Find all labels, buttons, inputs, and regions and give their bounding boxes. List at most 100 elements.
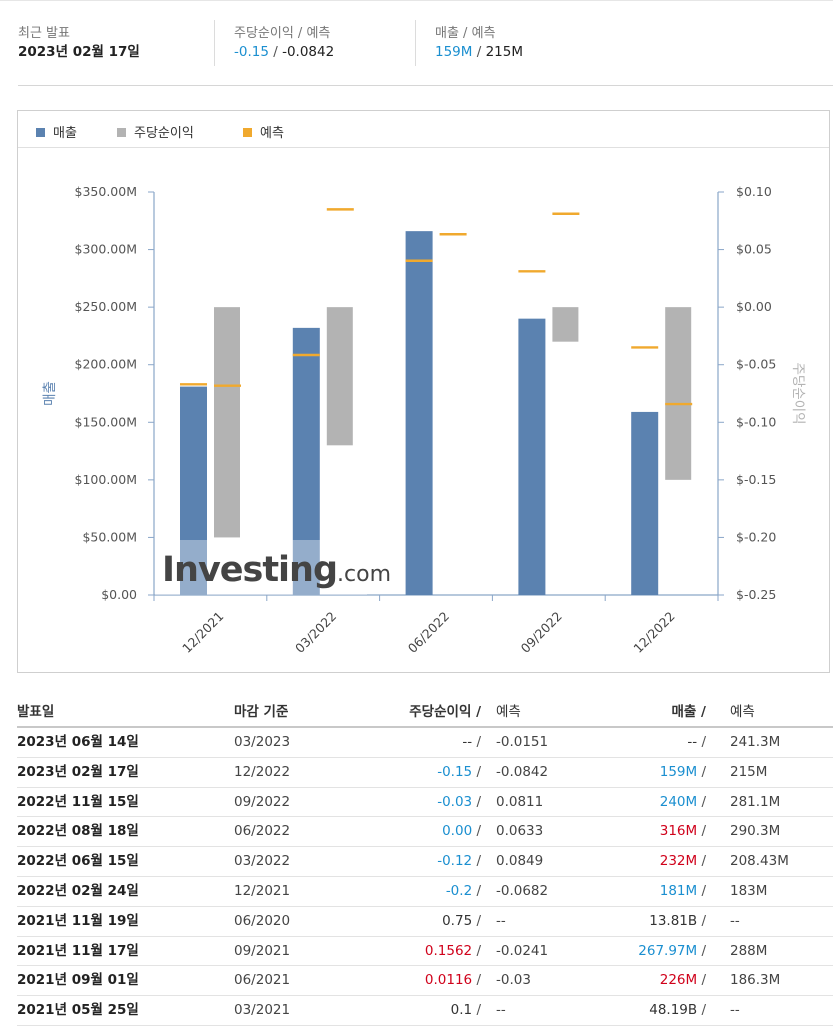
cell-period-value: 09/2021 (234, 942, 291, 959)
cell-period: 03/2021 (234, 996, 290, 1024)
cell-release-date-value: 2021년 11월 19일 (17, 912, 139, 929)
cell-release-date-value: 2023년 02월 17일 (17, 763, 139, 780)
header-eps-forecast[interactable]: 예측 (496, 704, 521, 720)
cell-revenue-forecast: 241.3M (730, 728, 780, 756)
cell-revenue-forecast-value: 183M (730, 882, 768, 899)
cell-period-value: 12/2021 (234, 882, 291, 899)
cell-eps-forecast: -0.0682 (496, 877, 548, 905)
right-axis-tick-label: $0.05 (736, 242, 772, 257)
header-revenue-forecast[interactable]: 예측 (730, 704, 755, 720)
value-separator: / (697, 882, 706, 899)
value-separator: / (697, 972, 706, 989)
revenue-forecast-value: 215M (485, 44, 523, 60)
cell-revenue-forecast-value: 281.1M (730, 793, 781, 810)
cell-release-date: 2023년 02월 17일 (17, 758, 139, 786)
cell-period-value: 06/2022 (234, 823, 291, 840)
value-separator: / (472, 1002, 481, 1019)
right-axis-tick-label: $-0.05 (736, 357, 776, 372)
cell-eps-forecast-value: -0.03 (496, 972, 531, 989)
header-revenue[interactable]: 매출 / (671, 704, 706, 720)
table-header: 발표일 마감 기준 주당순이익 / 예측 매출 / 예측 (17, 698, 833, 728)
legend-label-eps: 주당순이익 (134, 126, 194, 141)
cell-release-date-value: 2021년 05월 25일 (17, 1002, 139, 1019)
right-axis-tick-label: $-0.25 (736, 587, 776, 602)
header-period[interactable]: 마감 기준 (234, 704, 289, 720)
cell-eps-actual: -- / (462, 728, 481, 756)
cell-revenue-actual-value: 48.19B (649, 1002, 698, 1019)
table-row: 2022년 02월 24일 12/2021 -0.2 /-0.0682 181M /1… (17, 877, 833, 907)
cell-revenue-forecast: 281.1M (730, 788, 780, 816)
cell-period-value: 03/2022 (234, 853, 291, 870)
revenue-summary-slash: / (476, 44, 482, 60)
revenue-actual-value: 159M (435, 44, 473, 60)
cell-eps-forecast-value: 0.0811 (496, 793, 544, 810)
value-separator: / (697, 1002, 706, 1019)
x-axis-tick-label: 03/2022 (292, 609, 339, 656)
table-row: 2022년 06월 15일 03/2022 -0.12 /0.0849 232M /2… (17, 847, 833, 877)
right-axis-tick-label: $0.00 (736, 299, 772, 314)
investing-logo-suffix: .com (337, 562, 391, 587)
cell-eps-actual: 0.1562 / (425, 937, 481, 965)
cell-eps-actual-value: -0.2 (445, 882, 473, 899)
cell-revenue-actual: 240M / (660, 788, 706, 816)
legend-item-forecast[interactable]: 예측 (243, 122, 284, 141)
x-axis-tick-label: 09/2022 (518, 609, 565, 656)
latest-release-label: 최근 발표 (18, 26, 70, 41)
cell-revenue-actual: 226M / (660, 966, 706, 994)
cell-eps-actual-value: 0.75 (442, 912, 473, 929)
cell-period-value: 09/2022 (234, 793, 291, 810)
cell-period: 09/2022 (234, 788, 290, 816)
investing-logo: Investing.com (162, 550, 391, 590)
value-separator: / (472, 734, 481, 750)
cell-eps-actual: -0.12 / (437, 847, 481, 875)
investing-logo-text: Investing (162, 550, 337, 590)
value-separator: / (472, 793, 481, 810)
cell-period: 06/2022 (234, 817, 290, 845)
cell-release-date-value: 2022년 11월 15일 (17, 793, 139, 810)
value-separator: / (697, 823, 706, 840)
top-border (0, 0, 833, 1)
cell-period-value: 12/2022 (234, 763, 291, 780)
header-date[interactable]: 발표일 (17, 704, 55, 720)
cell-release-date: 2022년 06월 15일 (17, 847, 139, 875)
cell-revenue-forecast: -- (730, 996, 740, 1024)
cell-revenue-forecast-value: 186.3M (730, 972, 781, 989)
summary-divider (214, 20, 215, 66)
cell-eps-forecast-value: 0.0849 (496, 853, 544, 870)
latest-release-date: 2023년 02월 17일 (18, 44, 140, 60)
legend-item-eps[interactable]: 주당순이익 (117, 122, 194, 141)
cell-period: 03/2022 (234, 847, 290, 875)
value-separator: / (472, 882, 481, 899)
earnings-table: 발표일 마감 기준 주당순이익 / 예측 매출 / 예측 2023년 06월 1… (17, 698, 833, 1026)
table-row: 2021년 09월 01일 06/2021 0.0116 / -0.03 226M / 1… (17, 966, 833, 997)
value-separator: / (472, 853, 481, 870)
cell-release-date: 2023년 06월 14일 (17, 728, 139, 756)
header-eps[interactable]: 주당순이익 / (409, 704, 481, 720)
cell-revenue-actual: 159M / (660, 758, 706, 786)
cell-release-date-value: 2021년 11월 17일 (17, 942, 139, 959)
cell-period: 12/2022 (234, 758, 290, 786)
cell-eps-forecast: -0.03 (496, 966, 531, 994)
cell-revenue-forecast: 288M (730, 937, 767, 965)
cell-eps-forecast: 0.0633 (496, 817, 543, 845)
legend-swatch-eps (117, 128, 126, 137)
cell-revenue-actual-value: 267.97M (638, 942, 698, 959)
cell-eps-actual-value: 0.1 (450, 1002, 473, 1019)
cell-eps-forecast: -0.0241 (496, 937, 548, 965)
value-separator: / (472, 763, 481, 780)
left-axis-tick-label: $200.00M (75, 357, 137, 372)
cell-revenue-actual: 267.97M / (638, 937, 706, 965)
left-axis-tick-label: $0.00 (101, 587, 137, 602)
revenue-summary-label: 매출 / 예측 (435, 26, 496, 41)
cell-release-date-value: 2022년 08월 18일 (17, 823, 139, 840)
right-axis-tick-label: $0.10 (736, 184, 772, 199)
cell-eps-actual: -0.15 / (437, 758, 481, 786)
cell-period: 09/2021 (234, 937, 290, 965)
left-axis-title: 매출 (42, 381, 58, 406)
eps-summary-label: 주당순이익 / 예측 (234, 26, 331, 41)
cell-revenue-actual: 232M / (660, 847, 706, 875)
legend-item-revenue[interactable]: 매출 (36, 122, 77, 141)
cell-eps-forecast: 0.0811 (496, 788, 543, 816)
table-row: 2021년 05월 25일 03/2021 0.1 / -- 48.19B / -- (17, 996, 833, 1026)
value-separator: / (697, 763, 706, 780)
